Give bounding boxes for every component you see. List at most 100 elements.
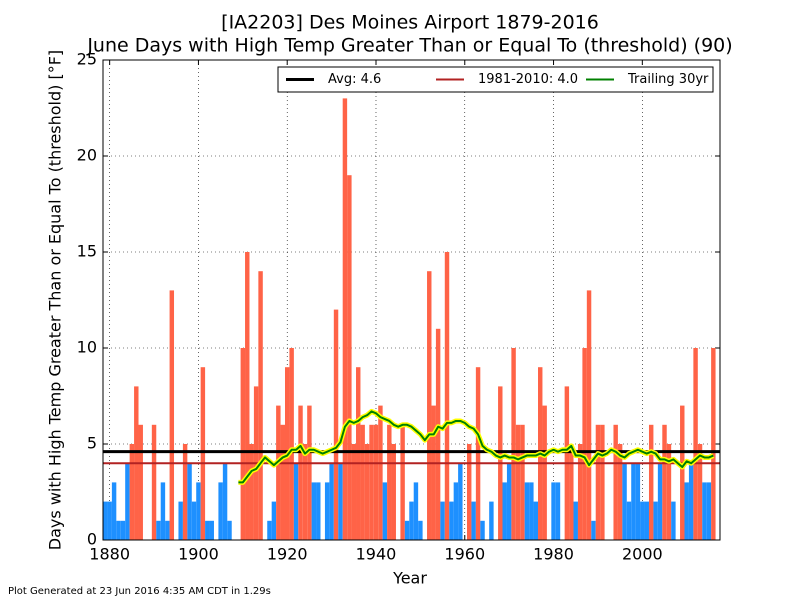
bar: [475, 367, 481, 540]
bar: [711, 348, 716, 540]
bar: [506, 463, 512, 540]
y-axis-label: Days with High Temp Greater Than or Equa…: [46, 50, 65, 550]
x-tick-label: 1900: [178, 545, 219, 564]
bar: [542, 405, 547, 540]
bar: [582, 348, 587, 540]
bar: [644, 501, 649, 540]
bar: [404, 520, 410, 540]
bar: [125, 463, 130, 540]
bar: [351, 444, 357, 540]
bar: [427, 271, 432, 540]
x-axis-label: Year: [392, 569, 427, 588]
bar: [182, 444, 188, 540]
bar: [449, 501, 454, 540]
bar: [378, 405, 383, 540]
x-tick-label: 1960: [444, 545, 485, 564]
bar: [551, 482, 556, 540]
bar: [227, 520, 232, 540]
bar: [511, 348, 516, 540]
bar: [702, 482, 707, 540]
bar: [569, 444, 574, 540]
bar: [622, 463, 627, 540]
bar: [103, 501, 108, 540]
bar: [533, 501, 539, 540]
bar: [333, 309, 339, 540]
chart-subtitle: June Days with High Temp Greater Than or…: [86, 35, 732, 57]
bar: [178, 501, 183, 540]
bar: [688, 463, 694, 540]
bar: [431, 405, 436, 540]
bar: [653, 501, 658, 540]
bar: [435, 328, 441, 540]
bar: [591, 520, 596, 540]
bar: [524, 482, 530, 540]
y-tick-label: 5: [87, 434, 97, 453]
bar: [160, 482, 166, 540]
bar: [205, 520, 210, 540]
bar: [573, 501, 578, 540]
bar: [595, 424, 601, 540]
bar: [240, 348, 246, 540]
y-tick-label: 10: [77, 338, 97, 357]
bar: [329, 463, 334, 540]
bar: [577, 444, 583, 540]
bar: [209, 520, 214, 540]
bar: [276, 405, 281, 540]
y-tick-label: 0: [87, 530, 97, 549]
y-tick-label: 15: [77, 242, 97, 261]
bar: [471, 501, 476, 540]
bar: [342, 98, 348, 541]
x-tick-label: 2000: [622, 545, 663, 564]
bar: [364, 444, 370, 540]
bar: [289, 348, 294, 540]
bar: [222, 463, 228, 540]
bar: [502, 482, 507, 540]
bar: [302, 444, 308, 540]
bar: [200, 367, 206, 540]
bar: [151, 424, 157, 540]
bar: [413, 482, 419, 540]
bar: [196, 482, 201, 540]
bar: [684, 482, 689, 540]
bar: [635, 463, 641, 540]
bar: [480, 520, 485, 540]
bar: [293, 463, 299, 540]
bar: [187, 463, 192, 540]
bar: [555, 482, 561, 540]
bar: [373, 424, 379, 540]
x-tick-label: 1920: [267, 545, 308, 564]
bar: [382, 482, 388, 540]
bar: [280, 424, 285, 540]
bar: [440, 501, 445, 540]
bar: [640, 501, 645, 540]
legend-label: Trailing 30yr: [627, 72, 709, 87]
bar: [356, 367, 361, 540]
bar: [617, 444, 623, 540]
bar: [671, 501, 676, 540]
bar: [298, 405, 303, 540]
bar: [666, 444, 672, 540]
bar: [453, 482, 459, 540]
bar: [693, 348, 698, 540]
bar: [307, 405, 312, 540]
x-tick-label: 1940: [356, 545, 397, 564]
bar: [626, 501, 632, 540]
bar: [347, 175, 352, 540]
bar: [116, 520, 121, 540]
bar: [586, 290, 592, 540]
bar: [138, 424, 143, 540]
x-tick-label: 1880: [89, 545, 130, 564]
bar: [258, 271, 263, 540]
bar: [529, 482, 534, 540]
bar: [466, 444, 472, 540]
bar: [515, 424, 521, 540]
bar: [360, 424, 365, 540]
bar: [129, 444, 135, 540]
trailing-line: [238, 410, 714, 484]
bar: [369, 424, 374, 540]
bar: [444, 252, 450, 540]
bar: [489, 501, 494, 540]
bar: [409, 501, 414, 540]
bar: [613, 424, 618, 540]
